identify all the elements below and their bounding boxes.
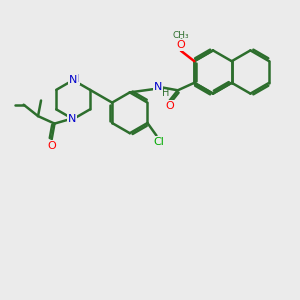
Text: O: O [165, 101, 174, 111]
Text: N: N [68, 114, 76, 124]
Text: O: O [47, 141, 56, 151]
Text: O: O [176, 40, 185, 50]
Text: N: N [69, 75, 77, 85]
Text: CH₃: CH₃ [172, 31, 189, 40]
Text: N: N [154, 82, 162, 92]
Text: H: H [162, 88, 169, 98]
Text: Cl: Cl [153, 137, 164, 147]
Text: N: N [70, 74, 79, 84]
